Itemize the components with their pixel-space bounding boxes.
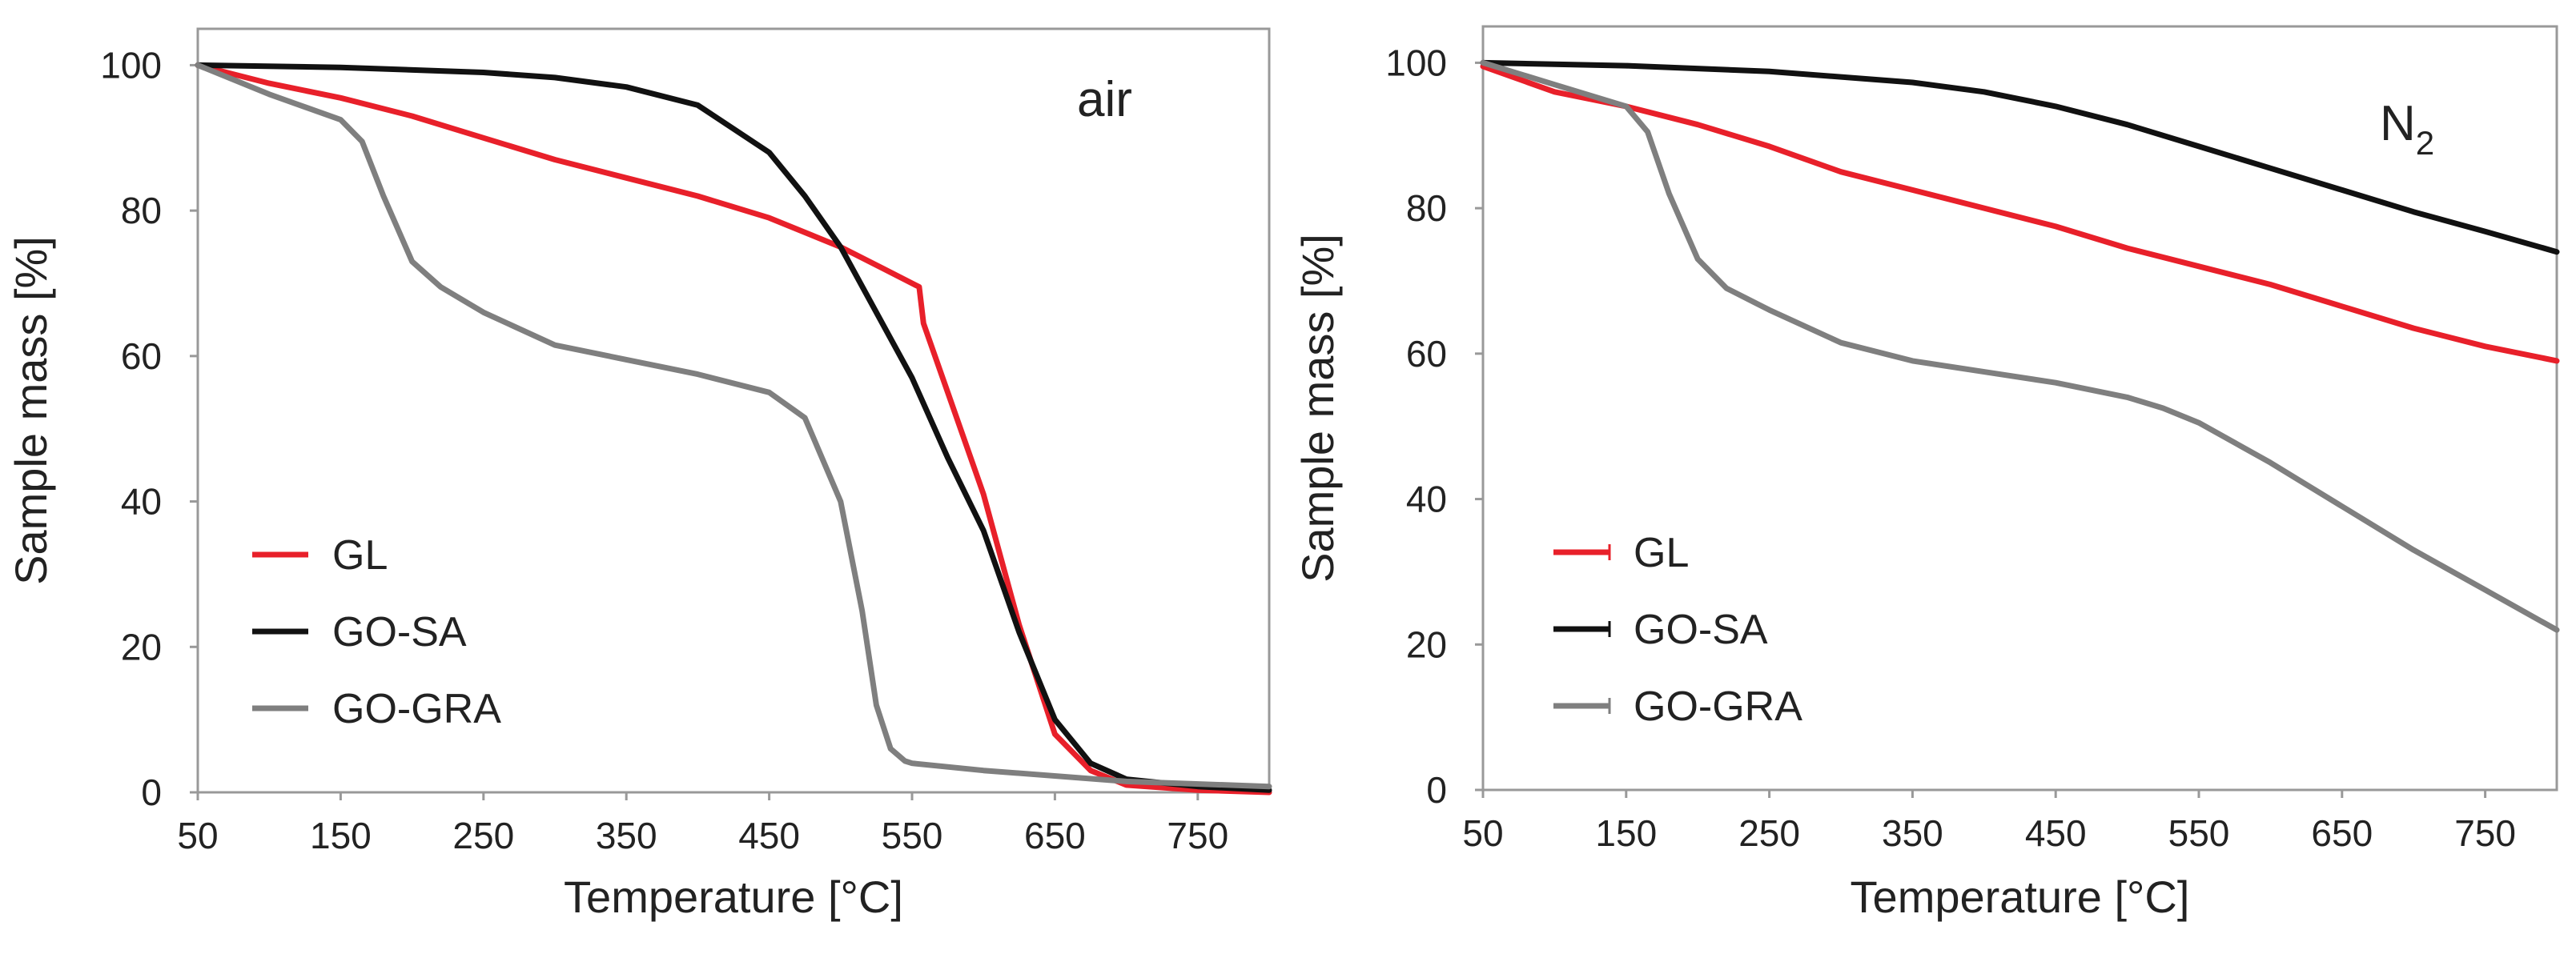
plot-frame (1481, 25, 2558, 792)
x-tick-label: 150 (1595, 812, 1657, 854)
plot-frame (196, 27, 1271, 794)
y-tick-label: 60 (1406, 333, 1447, 375)
x-tick-label: 550 (2168, 812, 2230, 854)
x-tick-label: 150 (310, 815, 372, 856)
x-tick-label: 650 (1024, 815, 1086, 856)
y-tick-label: 100 (100, 44, 162, 86)
annotation-main: air (1077, 72, 1132, 127)
legend-label-gl: GL (332, 532, 388, 579)
legend-label-go-sa: GO-SA (332, 609, 467, 655)
series-line-go-sa (1480, 59, 2560, 255)
y-tick-label: 60 (121, 335, 162, 377)
series-line-go-gra (1480, 59, 2560, 633)
x-axis-label: Temperature [°C] (564, 872, 903, 922)
x-tick-label: 350 (1882, 812, 1943, 854)
series-line-go-sa (195, 62, 1272, 793)
y-tick-label: 100 (1385, 42, 1447, 83)
x-tick-label: 750 (1167, 815, 1228, 856)
y-axis-label: Sample mass [%] (6, 236, 56, 585)
y-tick-label: 80 (1406, 187, 1447, 229)
chart-panel-air: 50 150 250 350 450 550 650 750 0 20 40 60 80 100 Tempe… (6, 27, 1272, 922)
y-tick-label: 80 (121, 190, 162, 231)
x-tick-label: 450 (2025, 812, 2087, 854)
x-tick-label: 350 (596, 815, 657, 856)
x-tick-label: 250 (452, 815, 514, 856)
y-tick-label: 40 (121, 481, 162, 523)
legend-label-go-gra: GO-GRA (1634, 683, 1802, 730)
y-tick-label: 0 (141, 772, 162, 813)
x-tick-label: 650 (2311, 812, 2373, 854)
y-axis-label: Sample mass [%] (1292, 234, 1343, 583)
x-tick-label: 450 (738, 815, 800, 856)
x-tick-label: 550 (882, 815, 943, 856)
y-tick-label: 40 (1406, 479, 1447, 520)
legend-label-go-sa: GO-SA (1634, 607, 1768, 653)
atmosphere-annotation: air (1077, 72, 1132, 127)
x-axis-label: Temperature [°C] (1851, 872, 2190, 922)
y-tick-label: 20 (121, 626, 162, 667)
series-line-go-gra (195, 62, 1272, 790)
annotation-subscript: 2 (2416, 124, 2434, 162)
y-tick-label: 20 (1406, 623, 1447, 665)
series-line-gl (195, 62, 1272, 796)
x-tick-label: 750 (2454, 812, 2516, 854)
atmosphere-annotation: N2 (2380, 96, 2434, 162)
legend-label-go-gra: GO-GRA (332, 686, 501, 732)
legend-label-gl: GL (1634, 530, 1689, 576)
y-tick-label: 0 (1426, 769, 1447, 811)
x-tick-label: 250 (1738, 812, 1800, 854)
chart-panel-n2: 50 150 250 350 450 550 650 750 0 20 40 60 80 100 Tempe… (1292, 25, 2560, 922)
annotation-main: N (2380, 96, 2416, 151)
series-line-gl (1480, 63, 2560, 364)
x-tick-label: 50 (177, 815, 218, 856)
x-tick-label: 50 (1462, 812, 1503, 854)
